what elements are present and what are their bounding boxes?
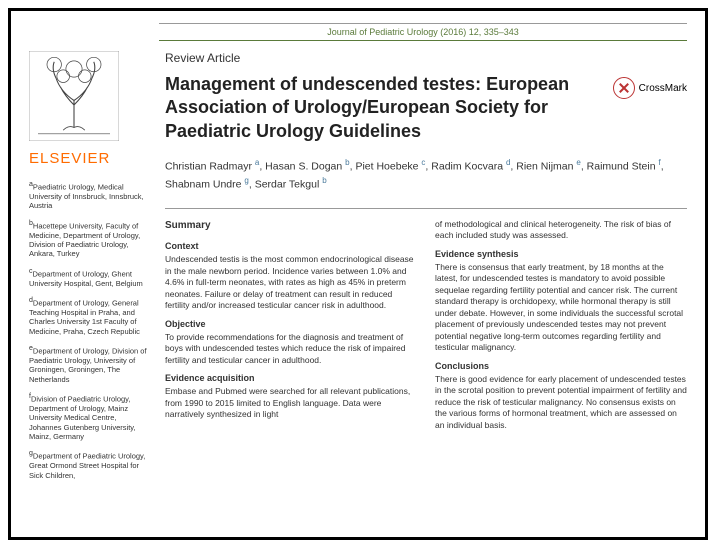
objective-heading: Objective — [165, 318, 417, 330]
objective-text: To provide recommendations for the diagn… — [165, 332, 417, 366]
crossmark-label: CrossMark — [639, 83, 687, 94]
context-heading: Context — [165, 240, 417, 252]
sidebar: ELSEVIER aPaediatric Urology, Medical Un… — [29, 51, 147, 489]
article-title: Management of undescended testes: Europe… — [165, 73, 605, 143]
col2-lead-text: of methodological and clinical heterogen… — [435, 219, 687, 242]
divider — [165, 208, 687, 209]
author-list: Christian Radmayr a, Hasan S. Dogan b, P… — [165, 157, 687, 194]
affiliation: aPaediatric Urology, Medical University … — [29, 181, 147, 211]
evidence-acq-heading: Evidence acquisition — [165, 372, 417, 384]
affiliation: bHacettepe University, Faculty of Medici… — [29, 220, 147, 259]
affiliation: fDivision of Paediatric Urology, Departm… — [29, 393, 147, 441]
crossmark-badge[interactable]: CrossMark — [613, 77, 687, 99]
elsevier-tree-icon — [29, 51, 119, 141]
affiliation: cDepartment of Urology, Ghent University… — [29, 268, 147, 288]
summary-col-2: of methodological and clinical heterogen… — [435, 219, 687, 437]
journal-citation: Journal of Pediatric Urology (2016) 12, … — [159, 23, 687, 41]
evidence-acq-text: Embase and Pubmed were searched for all … — [165, 386, 417, 420]
summary-col-1: Summary Context Undescended testis is th… — [165, 219, 417, 437]
conclusions-text: There is good evidence for early placeme… — [435, 374, 687, 431]
article-type: Review Article — [165, 51, 687, 65]
evidence-syn-heading: Evidence synthesis — [435, 248, 687, 260]
conclusions-heading: Conclusions — [435, 360, 687, 372]
evidence-syn-text: There is consensus that early treatment,… — [435, 262, 687, 354]
affiliation: gDepartment of Paediatric Urology, Great… — [29, 450, 147, 480]
crossmark-icon — [613, 77, 635, 99]
publisher-logo: ELSEVIER — [29, 51, 147, 167]
affiliation: dDepartment of Urology, General Teaching… — [29, 297, 147, 336]
main-content: Review Article Management of undescended… — [165, 51, 687, 489]
summary-heading: Summary — [165, 219, 417, 233]
publisher-name: ELSEVIER — [29, 150, 147, 167]
context-text: Undescended testis is the most common en… — [165, 254, 417, 311]
affiliation: eDepartment of Urology, Division of Paed… — [29, 345, 147, 384]
